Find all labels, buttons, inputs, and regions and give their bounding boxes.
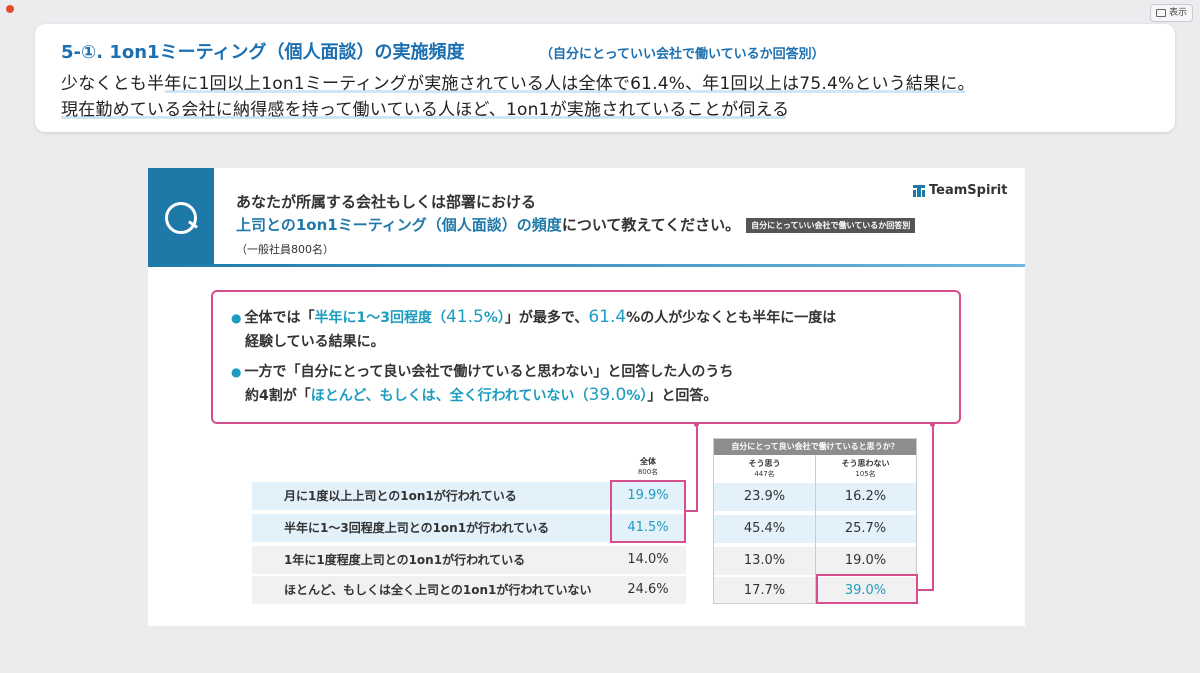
value-yes: 45.4% xyxy=(743,521,786,536)
breakdown-table: 自分にとって良い会社で働けていると思うか？ そう思う 447名 そう思わない 1… xyxy=(713,438,917,604)
row-label: 月に1度以上上司との1on1が行われている xyxy=(284,489,517,503)
caption-highlight xyxy=(165,90,965,93)
display-button-label: 表示 xyxy=(1168,8,1187,18)
row-label: ほとんど、もしくは全く上司との1on1が行われていない xyxy=(284,583,592,597)
row-label: 半年に1〜3回程度上司との1on1が行われている xyxy=(284,521,550,535)
value-no: 19.0% xyxy=(844,553,887,568)
connector-dot xyxy=(930,422,935,427)
value-no: 16.2% xyxy=(844,489,887,504)
summary-bullet-2-cont: 約4割が「ほとんど、もしくは、全く行われていない（39.0%）」と回答。 xyxy=(245,385,718,405)
value-no: 25.7% xyxy=(844,521,887,536)
value-yes: 13.0% xyxy=(743,553,786,568)
summary-box: ● 全体では「半年に1〜3回程度（41.5%）」が最多で、61.4%の人が少なくと… xyxy=(211,290,961,424)
highlight-frame-no xyxy=(816,574,918,604)
recording-indicator-icon xyxy=(6,5,14,13)
caption-card: 5-①. 1on1ミーティング（個人面談）の実施頻度 （自分にとっていい会社で働… xyxy=(35,24,1175,132)
col-header-all: 全体 800名 xyxy=(637,457,659,476)
question-line-1: あなたが所属する会社もしくは部署における xyxy=(236,193,537,211)
question-rest: について教えてください。 xyxy=(561,216,741,234)
display-button[interactable]: 表示 xyxy=(1149,4,1193,22)
connector-line xyxy=(918,589,934,591)
caption-subtitle: （自分にとっていい会社で働いているか回答別） xyxy=(540,47,825,62)
value-yes: 23.9% xyxy=(743,489,786,504)
monitor-icon xyxy=(1155,9,1166,17)
summary-bullet-1-cont: 経験している結果に。 xyxy=(245,334,385,350)
connector-dot xyxy=(694,422,699,427)
caption-line-2: 現在勤めている会社に納得感を持って働いている人ほど、1on1が実施されていること… xyxy=(61,100,790,120)
breakdown-header: 自分にとって良い会社で働けていると思うか？ xyxy=(714,439,916,455)
question-emphasis: 上司との1on1ミーティング（個人面談）の頻度 xyxy=(236,216,562,234)
header-divider xyxy=(148,264,1025,267)
connector-line xyxy=(696,426,698,512)
col-header-yes: そう思う 447名 xyxy=(748,459,781,478)
table-row xyxy=(252,546,686,574)
value-all: 41.5% xyxy=(627,520,669,535)
question-tag: 自分にとっていい会社で働いているか回答別 xyxy=(746,218,916,233)
value-yes: 17.7% xyxy=(743,583,786,598)
highlight-frame-all xyxy=(610,480,686,543)
table-row xyxy=(252,576,686,604)
connector-line xyxy=(932,426,934,591)
sample-size: （一般社員800名） xyxy=(236,243,334,256)
row-label: 1年に1度程度上司との1on1が行われている xyxy=(284,553,526,567)
connector-line xyxy=(686,510,698,512)
value-no: 39.0% xyxy=(844,583,887,598)
summary-bullet-2: ● 一方で「自分にとって良い会社で働けていると思わない」と回答した人のうち xyxy=(231,364,734,380)
teamspirit-logo-icon xyxy=(913,184,925,197)
logo-text: TeamSpirit xyxy=(929,183,1008,198)
value-all: 19.9% xyxy=(627,488,669,503)
caption-title: 5-①. 1on1ミーティング（個人面談）の実施頻度 xyxy=(61,42,465,63)
presentation-slide: あなたが所属する会社もしくは部署における 上司との1on1ミーティング（個人面談… xyxy=(148,168,1025,626)
summary-bullet-1: ● 全体では「半年に1〜3回程度（41.5%）」が最多で、61.4%の人が少なくと… xyxy=(231,307,837,327)
question-line-2: 上司との1on1ミーティング（個人面談）の頻度について教えてください。 自分にとっ… xyxy=(236,214,916,235)
teamspirit-logo: TeamSpirit xyxy=(913,183,1007,198)
bullet-icon: ● xyxy=(231,311,242,325)
question-band xyxy=(148,168,214,264)
col-header-no: そう思わない 105名 xyxy=(841,459,890,478)
bullet-icon: ● xyxy=(231,365,242,379)
table-row xyxy=(252,482,686,510)
value-all: 14.0% xyxy=(627,552,669,567)
q-icon xyxy=(165,202,197,234)
caption-line-1: 少なくとも半年に1回以上1on1ミーティングが実施されている人は全体で61.4%… xyxy=(61,74,975,94)
table-row xyxy=(252,514,686,542)
caption-highlight xyxy=(61,116,786,119)
value-all: 24.6% xyxy=(627,582,669,597)
